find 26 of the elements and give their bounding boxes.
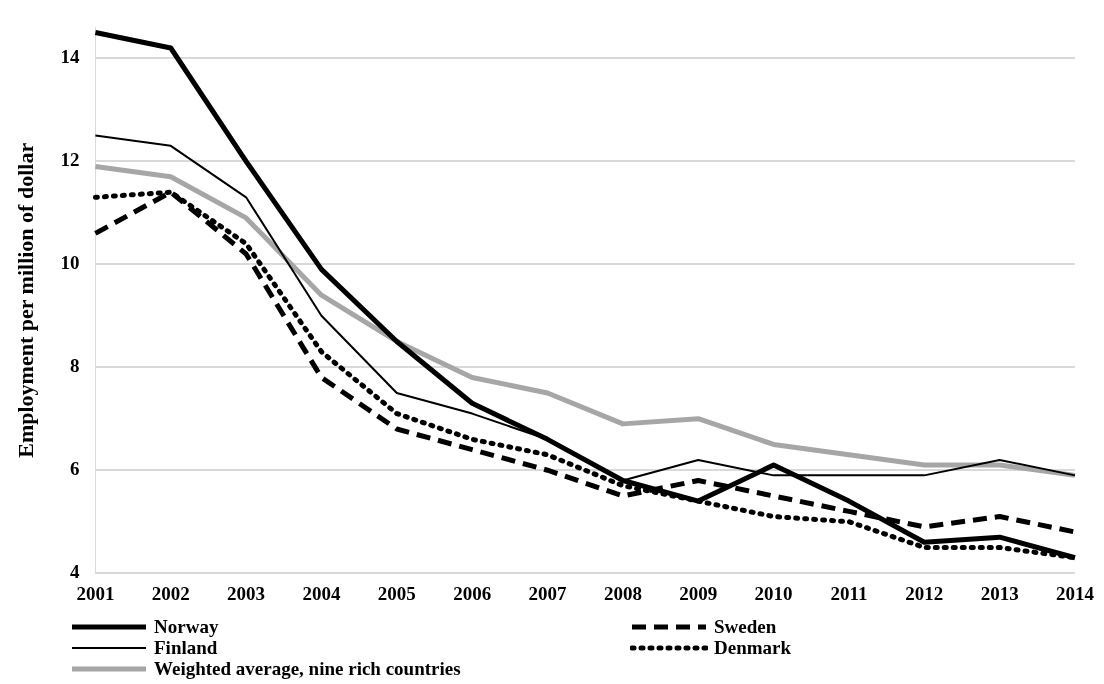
x-tick-label: 2008 — [603, 582, 642, 604]
x-tick-label: 2005 — [377, 582, 416, 604]
x-tick-label: 2001 — [76, 582, 115, 604]
x-tick-label: 2010 — [754, 582, 793, 604]
x-tick-label: 2006 — [453, 582, 492, 604]
legend-label: Norway — [154, 616, 219, 637]
y-tick-label: 14 — [60, 46, 80, 68]
x-tick-label: 2002 — [151, 582, 190, 604]
x-tick-label: 2014 — [1056, 582, 1095, 604]
x-tick-label: 2009 — [679, 582, 718, 604]
x-tick-label: 2012 — [905, 582, 944, 604]
y-tick-label: 10 — [60, 252, 80, 274]
x-tick-label: 2013 — [980, 582, 1019, 604]
legend-label: Weighted average, nine rich countries — [154, 658, 461, 679]
y-tick-label: 8 — [69, 355, 80, 377]
y-tick-label: 12 — [60, 149, 80, 171]
y-axis-title: Employment per million of dollar — [12, 142, 38, 458]
y-tick-label: 4 — [69, 561, 80, 583]
x-tick-label: 2007 — [528, 582, 568, 604]
x-tick-label: 2003 — [227, 582, 266, 604]
legend-label: Sweden — [714, 616, 777, 637]
y-tick-label: 6 — [69, 458, 80, 480]
legend-label: Finland — [154, 637, 218, 658]
x-tick-label: 2011 — [830, 582, 868, 604]
legend-label: Denmark — [714, 637, 792, 658]
x-tick-label: 2004 — [302, 582, 341, 604]
